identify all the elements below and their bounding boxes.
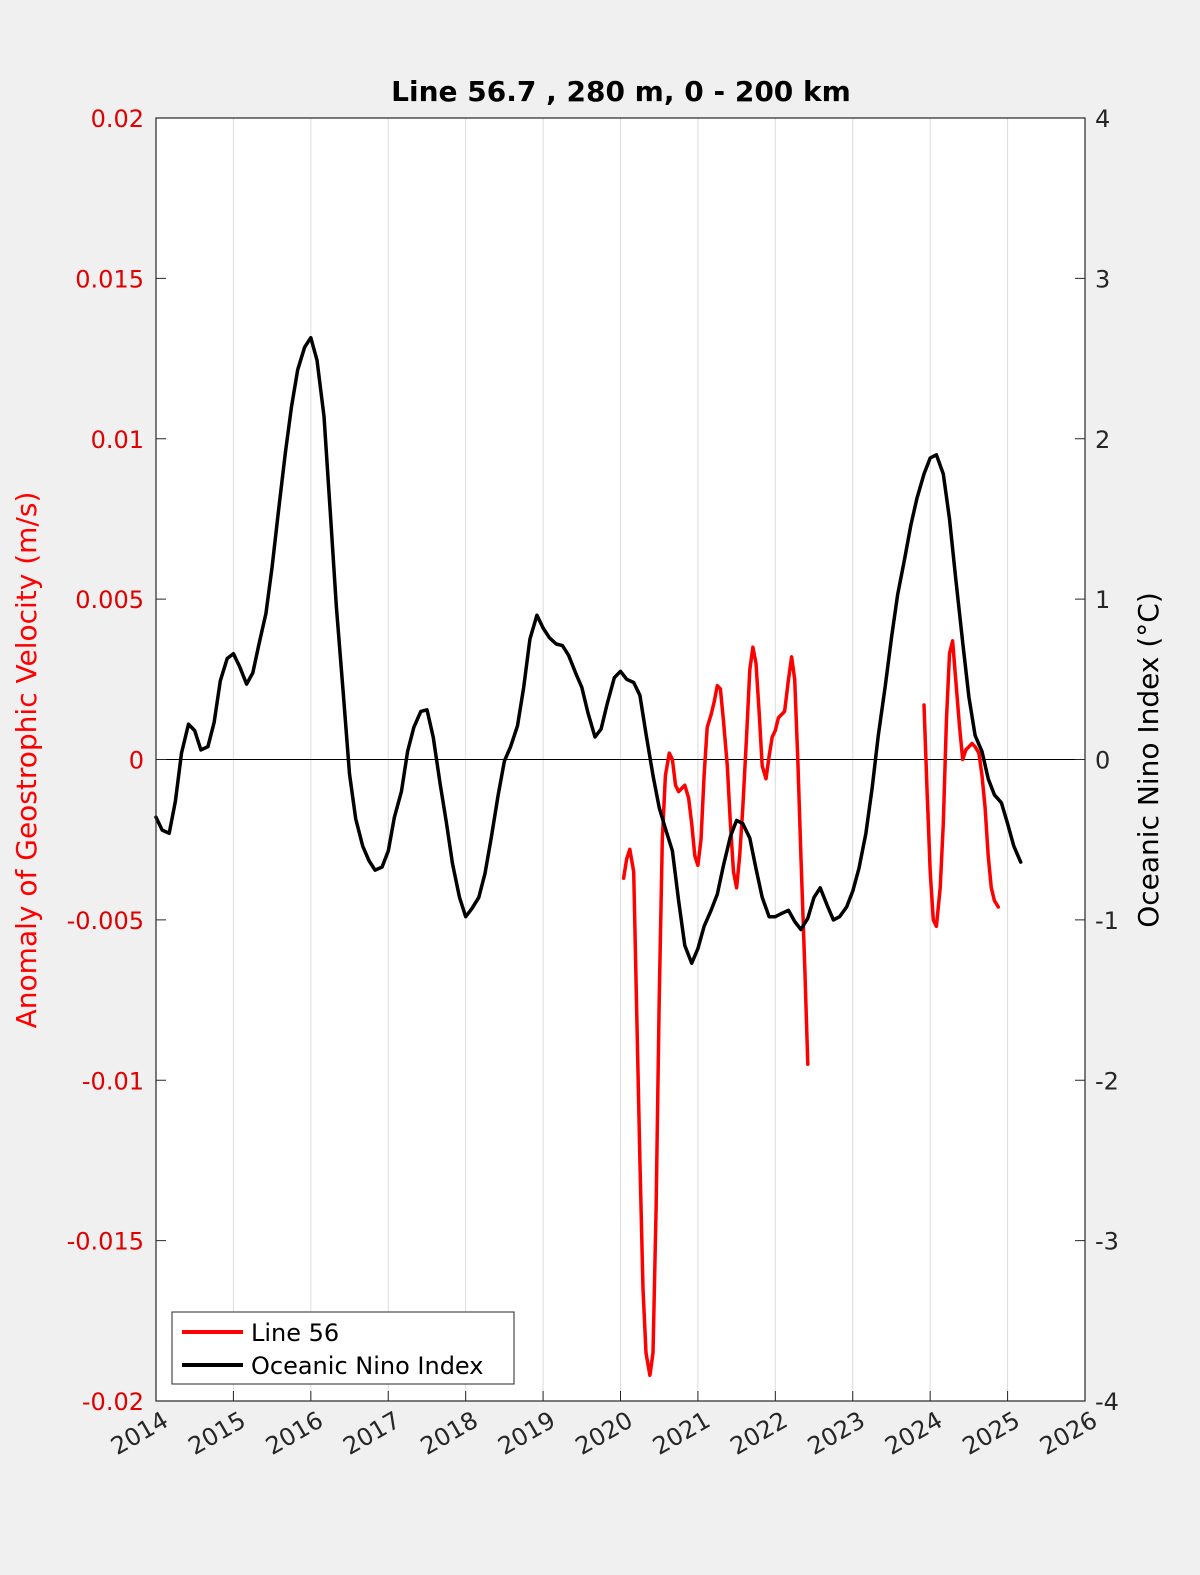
line56-series — [922, 639, 1001, 929]
legend-box — [171, 1311, 515, 1385]
y-left-tick-label: -0.015 — [67, 1228, 144, 1256]
y-right-tick-label: -4 — [1095, 1388, 1119, 1416]
y-left-tick-label: -0.01 — [82, 1067, 144, 1095]
y-right-tick-label: 2 — [1095, 426, 1110, 454]
legend-label-line56: Line 56 — [251, 1319, 339, 1347]
y-left-tick-label: 0.015 — [75, 265, 144, 293]
legend-label-oni: Oceanic Nino Index — [251, 1352, 483, 1380]
y-right-tick-label: 4 — [1095, 105, 1110, 133]
right-axis-label: Oceanic Nino Index (°C) — [1132, 592, 1165, 928]
y-right-tick-label: 0 — [1095, 747, 1110, 775]
y-right-tick-label: -1 — [1095, 907, 1119, 935]
y-left-tick-label: -0.02 — [82, 1388, 144, 1416]
series-layer — [154, 335, 1023, 1378]
left-axis-label: Anomaly of Geostrophic Velocity (m/s) — [10, 492, 43, 1029]
y-right-tick-label: 1 — [1095, 586, 1110, 614]
y-left-tick-label: -0.005 — [67, 907, 144, 935]
y-left-tick-label: 0 — [129, 747, 144, 775]
y-right-tick-label: -2 — [1095, 1067, 1119, 1095]
legend[interactable]: Line 56 Oceanic Nino Index — [171, 1311, 515, 1385]
right-axis: 4 3 2 1 0 -1 -2 -3 -4 — [1075, 105, 1119, 1416]
oni-series — [154, 335, 1023, 965]
y-right-tick-label: 3 — [1095, 265, 1110, 293]
line56-series — [621, 645, 810, 1378]
left-axis: 0.02 0.015 0.01 0.005 0 -0.005 -0.01 -0.015 -0.0… — [67, 105, 166, 1416]
y-left-tick-label: 0.005 — [75, 586, 144, 614]
chart-title: Line 56.7 , 280 m, 0 - 200 km — [391, 75, 851, 108]
y-left-tick-label: 0.02 — [91, 105, 144, 133]
y-left-tick-label: 0.01 — [91, 426, 144, 454]
y-right-tick-label: -3 — [1095, 1228, 1119, 1256]
